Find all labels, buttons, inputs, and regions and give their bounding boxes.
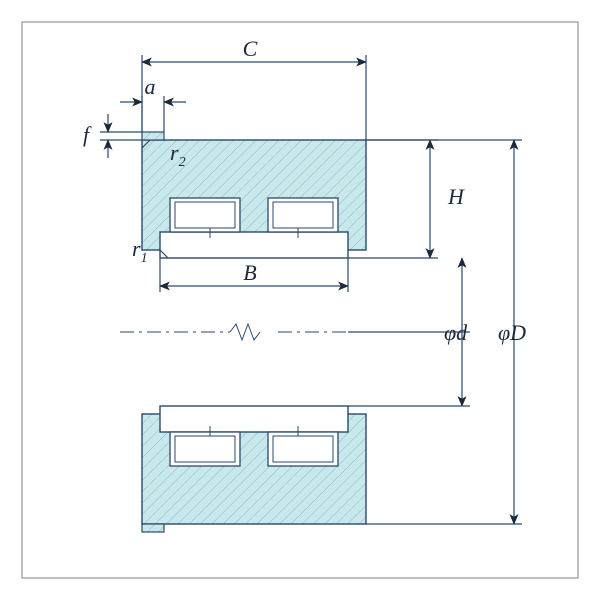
label-r1-sub: 1	[141, 251, 148, 266]
label-phi-D: φD	[498, 320, 526, 345]
bearing-cross-section-diagram: C a f B H φd φD r2 r1	[0, 0, 600, 600]
label-r2-sub: 2	[179, 155, 186, 170]
lower-section	[142, 406, 366, 532]
label-a: a	[145, 74, 156, 99]
label-f: f	[83, 122, 92, 147]
label-C: C	[243, 36, 258, 61]
label-B: B	[243, 260, 256, 285]
label-H: H	[447, 184, 465, 209]
label-phi-d: φd	[444, 320, 468, 345]
